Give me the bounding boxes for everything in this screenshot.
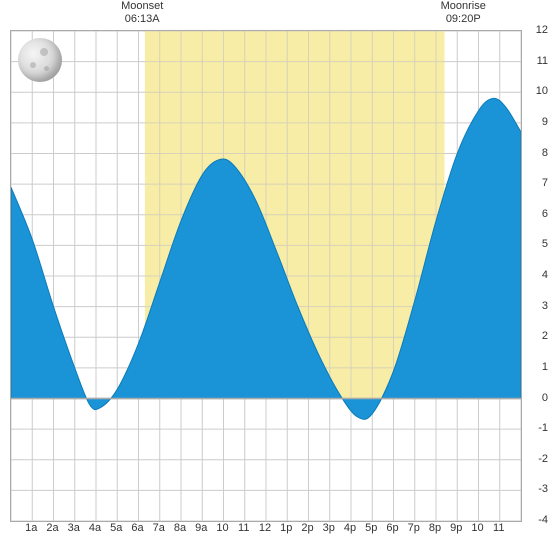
x-tick-label: 11 <box>493 522 504 534</box>
y-tick-label: 0 <box>542 392 548 404</box>
y-tick-label: -3 <box>538 483 548 495</box>
x-tick-label: 4a <box>89 522 101 534</box>
x-tick-label: 9a <box>195 522 207 534</box>
y-tick-label: 4 <box>542 269 548 281</box>
x-tick-label: 4p <box>344 522 356 534</box>
x-tick-label: 6a <box>131 522 143 534</box>
y-tick-label: 1 <box>542 361 548 373</box>
x-tick-label: 10 <box>216 522 228 534</box>
x-tick-label: 8p <box>429 522 441 534</box>
y-tick-label: 11 <box>537 55 548 67</box>
annotation-time: 06:13A <box>112 13 172 26</box>
y-tick-label: 12 <box>536 24 548 36</box>
y-tick-label: 8 <box>542 147 548 159</box>
x-tick-label: 2a <box>46 522 58 534</box>
x-tick-label: 8a <box>174 522 186 534</box>
y-tick-label: -1 <box>538 422 548 434</box>
x-tick-label: 5p <box>365 522 377 534</box>
x-tick-label: 9p <box>450 522 462 534</box>
chart-svg <box>11 31 521 521</box>
x-tick-label: 12 <box>259 522 271 534</box>
y-tick-label: -4 <box>538 514 548 526</box>
x-tick-label: 7a <box>153 522 165 534</box>
x-axis: 1a 2a 3a 4a 5a 6a 7a 8a 9a 10 11 12 1p 2p 3p 4p 5p 6p 7p 8p… <box>10 522 520 542</box>
x-tick-label: 2p <box>301 522 313 534</box>
y-tick-label: 9 <box>542 116 548 128</box>
x-tick-label: 5a <box>110 522 122 534</box>
x-tick-label: 6p <box>386 522 398 534</box>
chart-annotations: Moonset06:13A Moonrise09:20P <box>0 0 550 30</box>
x-tick-label: 3p <box>323 522 335 534</box>
y-tick-label: 5 <box>542 238 548 250</box>
y-tick-label: 2 <box>542 330 548 342</box>
annotation-title: Moonset <box>112 0 172 13</box>
x-tick-label: 11 <box>238 522 249 534</box>
x-tick-label: 1a <box>25 522 37 534</box>
moon-annotation: Moonrise09:20P <box>433 0 493 26</box>
plot-area <box>10 30 522 522</box>
x-tick-label: 10 <box>471 522 483 534</box>
y-tick-label: 6 <box>542 208 548 220</box>
y-tick-label: -2 <box>538 453 548 465</box>
x-tick-label: 7p <box>408 522 420 534</box>
tide-chart: Moonset06:13AMoonrise09:20P -4-3-2-10123… <box>0 0 550 550</box>
moon-annotation: Moonset06:13A <box>112 0 172 26</box>
annotation-title: Moonrise <box>433 0 493 13</box>
y-axis: -4-3-2-10123456789101112 <box>528 30 548 520</box>
moon-phase-icon <box>18 38 62 82</box>
annotation-time: 09:20P <box>433 13 493 26</box>
x-tick-label: 3a <box>68 522 80 534</box>
x-tick-label: 1p <box>280 522 292 534</box>
y-tick-label: 7 <box>542 177 548 189</box>
y-tick-label: 10 <box>536 85 548 97</box>
y-tick-label: 3 <box>542 300 548 312</box>
